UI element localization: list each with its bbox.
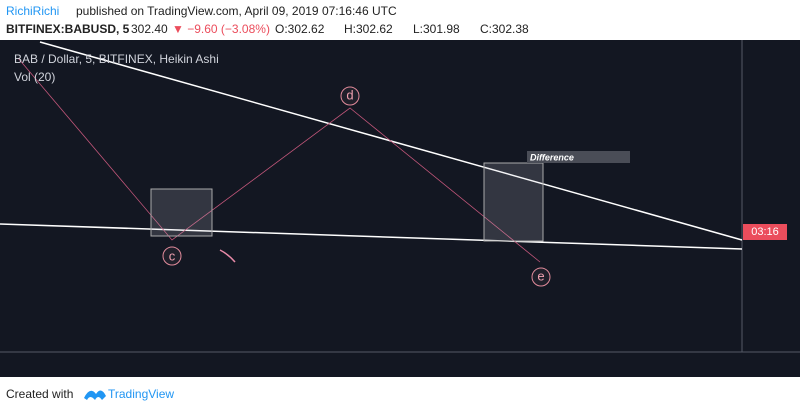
- chart-panel: [0, 40, 800, 377]
- annotation: e: [537, 268, 544, 283]
- label-circle: [162, 246, 182, 266]
- legend-title: BAB / Dollar, 5, BITFINEX, Heikin Ashi: [14, 52, 219, 66]
- logo: [84, 390, 106, 400]
- zone-box: [150, 188, 213, 237]
- ohlc-o: O:302.62: [275, 22, 325, 36]
- published-text: published on TradingView.com, April 09, …: [76, 4, 397, 18]
- annotation: d: [346, 87, 353, 102]
- footer-brand: TradingView: [108, 387, 174, 401]
- difference-box: [527, 151, 630, 163]
- zone-box: [483, 162, 544, 242]
- wave-path: [17, 57, 541, 263]
- ohlc-c: C:302.38: [480, 22, 529, 36]
- annotation: c: [169, 248, 176, 263]
- volume-label: Vol (20): [14, 70, 55, 84]
- countdown: 03:16: [751, 226, 779, 238]
- change: ▼ −9.60 (−3.08%): [172, 22, 270, 36]
- drawings: [0, 41, 743, 287]
- countdown-box: [743, 224, 787, 240]
- curve-mark: [219, 249, 236, 263]
- lower-trendline: [0, 223, 743, 250]
- footer-text: Created with: [6, 387, 73, 401]
- last: 302.40: [131, 22, 168, 36]
- publisher: RichiRichi: [6, 4, 59, 18]
- annotation: Difference: [530, 152, 574, 162]
- label-circle: [340, 86, 360, 106]
- label-circle: [531, 267, 551, 287]
- ohlc-l: L:301.98: [413, 22, 460, 36]
- symbol: BITFINEX:BABUSD, 5: [6, 22, 130, 36]
- ohlc-h: H:302.62: [344, 22, 393, 36]
